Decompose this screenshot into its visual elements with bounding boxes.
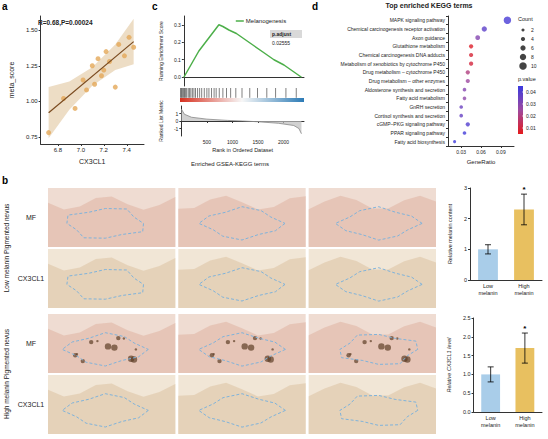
svg-text:1.50: 1.50 xyxy=(26,27,38,33)
svg-text:1500: 1500 xyxy=(252,139,263,145)
svg-text:0.03: 0.03 xyxy=(456,149,466,155)
svg-text:Melanogenesis: Melanogenesis xyxy=(246,18,286,24)
svg-text:0.02: 0.02 xyxy=(526,113,536,119)
svg-text:-1: -1 xyxy=(174,126,179,132)
svg-text:0: 0 xyxy=(464,277,467,283)
svg-text:Fatty acid biosynthesis: Fatty acid biosynthesis xyxy=(394,139,445,145)
svg-text:Relative melanin content: Relative melanin content xyxy=(447,203,453,264)
svg-text:Glutathione metabolism: Glutathione metabolism xyxy=(392,43,445,49)
svg-text:8: 8 xyxy=(531,54,534,60)
svg-text:2000: 2000 xyxy=(278,139,289,145)
svg-text:0: 0 xyxy=(176,118,179,124)
svg-text:2.0: 2.0 xyxy=(463,334,471,340)
svg-text:0.02555: 0.02555 xyxy=(272,40,290,46)
svg-text:melanin: melanin xyxy=(515,422,534,428)
svg-text:6: 6 xyxy=(531,45,534,51)
svg-text:1: 1 xyxy=(176,111,179,117)
svg-text:p.adjust: p.adjust xyxy=(272,31,292,37)
svg-text:c: c xyxy=(152,1,158,12)
svg-text:7.4: 7.4 xyxy=(123,147,132,153)
svg-text:High: High xyxy=(519,415,530,421)
svg-text:4: 4 xyxy=(531,36,534,42)
svg-text:Low: Low xyxy=(483,283,493,289)
svg-text:GnRH secretion: GnRH secretion xyxy=(409,104,445,110)
svg-text:MAPK signaling pathway: MAPK signaling pathway xyxy=(390,17,446,23)
svg-text:Rank in Ordered Dataset: Rank in Ordered Dataset xyxy=(212,147,273,153)
svg-text:Metabolism of xenobiotics by c: Metabolism of xenobiotics by cytochrome … xyxy=(341,61,446,67)
svg-text:p.value: p.value xyxy=(518,76,536,82)
svg-text:Enriched GSEA-KEGG terms: Enriched GSEA-KEGG terms xyxy=(191,161,269,167)
svg-text:0.01: 0.01 xyxy=(526,125,536,131)
svg-text:melanin: melanin xyxy=(478,290,497,296)
svg-text:Low melanin Pigmented nevus: Low melanin Pigmented nevus xyxy=(3,203,11,292)
svg-text:Top enriched KEGG terms: Top enriched KEGG terms xyxy=(386,2,473,10)
svg-text:500: 500 xyxy=(203,139,212,145)
svg-text:Axon guidance: Axon guidance xyxy=(412,35,445,41)
svg-text:Running Enrichment Score: Running Enrichment Score xyxy=(158,21,164,81)
svg-text:2: 2 xyxy=(531,27,534,33)
svg-text:R=0.68,P=0.00024: R=0.68,P=0.00024 xyxy=(38,19,93,27)
svg-text:0.09: 0.09 xyxy=(496,149,506,155)
svg-text:melanin: melanin xyxy=(514,290,533,296)
svg-text:2: 2 xyxy=(464,216,467,222)
svg-text:1.0: 1.0 xyxy=(463,371,471,377)
svg-text:0.5: 0.5 xyxy=(463,390,471,396)
svg-text:CX3CL1: CX3CL1 xyxy=(18,401,45,408)
svg-text:0.06: 0.06 xyxy=(476,149,486,155)
svg-text:1.25: 1.25 xyxy=(26,63,38,69)
svg-text:Chemical carcinogenesis recept: Chemical carcinogenesis receptor activat… xyxy=(347,26,445,32)
svg-text:Count: Count xyxy=(518,16,533,22)
svg-text:Aldosterone synthesis and secr: Aldosterone synthesis and secretion xyxy=(365,87,446,93)
svg-text:MF: MF xyxy=(26,340,36,347)
svg-text:*: * xyxy=(522,185,526,194)
svg-text:10: 10 xyxy=(531,63,537,69)
svg-text:2.5: 2.5 xyxy=(463,315,471,321)
svg-text:0.3: 0.3 xyxy=(174,22,181,28)
svg-text:cGMP–PKG signaling pathway: cGMP–PKG signaling pathway xyxy=(377,121,446,127)
svg-text:1000: 1000 xyxy=(227,139,238,145)
svg-text:3: 3 xyxy=(464,185,467,191)
svg-text:Low: Low xyxy=(486,415,496,421)
svg-text:7.0: 7.0 xyxy=(77,147,86,153)
svg-text:Cortisol synthesis and secreti: Cortisol synthesis and secretion xyxy=(374,113,445,119)
svg-text:PPAR signaling pathway: PPAR signaling pathway xyxy=(391,130,446,136)
svg-text:meta_score: meta_score xyxy=(8,62,16,99)
svg-text:a: a xyxy=(2,1,8,12)
svg-text:0.04: 0.04 xyxy=(526,89,536,95)
svg-text:Drug metabolism – cytochrome P: Drug metabolism – cytochrome P450 xyxy=(363,69,445,75)
svg-text:0.2: 0.2 xyxy=(174,39,181,45)
svg-text:0.0: 0.0 xyxy=(174,74,181,80)
svg-text:Fatty acid metabolism: Fatty acid metabolism xyxy=(396,95,445,101)
svg-text:0.03: 0.03 xyxy=(526,101,536,107)
svg-text:MF: MF xyxy=(26,214,36,221)
svg-text:0.75: 0.75 xyxy=(26,134,38,140)
svg-text:High: High xyxy=(518,283,529,289)
svg-text:Drug metabolism – other enzyme: Drug metabolism – other enzymes xyxy=(369,78,446,84)
svg-text:7.2: 7.2 xyxy=(100,147,109,153)
svg-text:*: * xyxy=(523,324,527,333)
svg-text:6.8: 6.8 xyxy=(54,147,63,153)
svg-text:melanin: melanin xyxy=(481,422,500,428)
svg-text:1.5: 1.5 xyxy=(463,353,471,359)
svg-text:b: b xyxy=(2,175,8,186)
svg-text:1.00: 1.00 xyxy=(26,98,38,104)
svg-text:High melanin Pigmented nevus: High melanin Pigmented nevus xyxy=(3,328,11,419)
svg-text:d: d xyxy=(312,1,318,12)
svg-text:GeneRatio: GeneRatio xyxy=(467,159,496,165)
svg-text:Relative CX3CL1 level: Relative CX3CL1 level xyxy=(446,337,452,393)
svg-text:CX3CL1: CX3CL1 xyxy=(18,275,45,282)
svg-text:0.1: 0.1 xyxy=(174,57,181,63)
svg-text:0.0: 0.0 xyxy=(463,409,471,415)
svg-text:1: 1 xyxy=(464,246,467,252)
svg-text:Ranked List Metric: Ranked List Metric xyxy=(158,100,164,142)
svg-text:CX3CL1: CX3CL1 xyxy=(79,158,106,165)
svg-text:Chemical carcinogenesis DNA ad: Chemical carcinogenesis DNA adducts xyxy=(359,52,446,58)
